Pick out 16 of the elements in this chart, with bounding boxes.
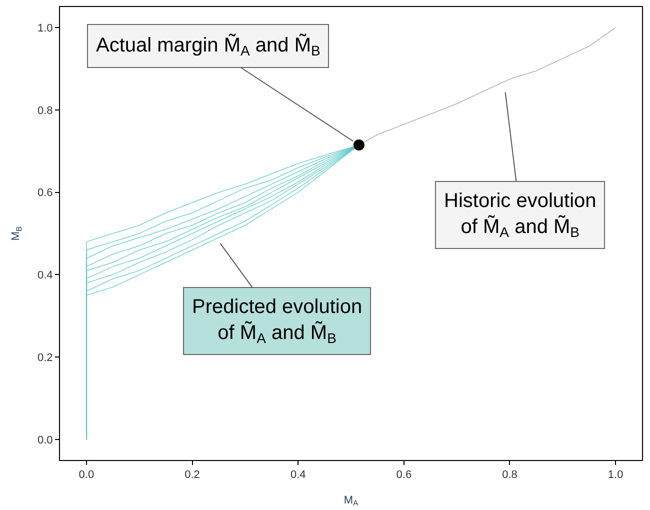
x-tick-label: 0.2 <box>184 469 200 482</box>
annotation: Historic evolution of M̃$_{A}$ and M̃$_{B}$ <box>444 190 596 240</box>
annotation: Predicted evolution of M̃$_{A}$ and M̃$_{B}$ <box>192 296 362 346</box>
y-tick-label: 0.8 <box>38 104 53 117</box>
y-tick-label: 0.0 <box>38 434 53 446</box>
x-tick-label: 1.0 <box>608 469 624 482</box>
y-tick-label: 0.2 <box>38 352 53 364</box>
x-tick-label: 0.6 <box>396 469 412 482</box>
y-tick-label: 0.4 <box>38 270 53 282</box>
x-tick-label: 0.0 <box>78 469 94 482</box>
x-tick-label: 0.4 <box>290 469 306 482</box>
annotation: Actual margin M̃$_{A}$ and M̃$_{B}$ <box>96 33 320 59</box>
y-tick-label: 0.6 <box>38 187 53 200</box>
x-axis-title: M$_{A}$ <box>344 494 360 508</box>
x-tick-label: 0.8 <box>502 469 518 482</box>
y-tick-label: 1.0 <box>38 22 53 34</box>
